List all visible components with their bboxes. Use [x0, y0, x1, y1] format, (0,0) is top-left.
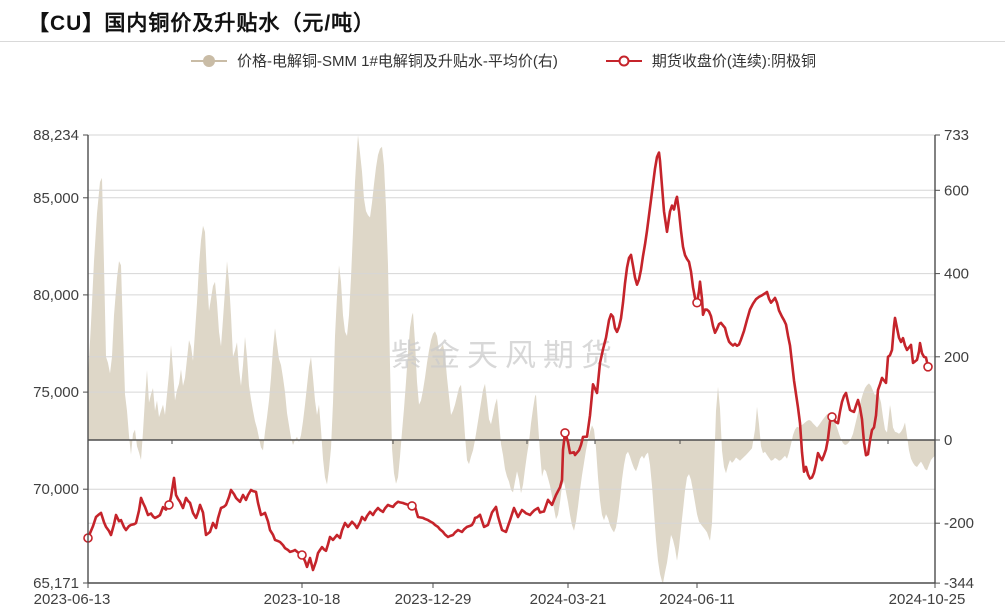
svg-text:600: 600: [944, 182, 969, 199]
grid-lines: [88, 134, 935, 524]
legend-item-premium-average[interactable]: 价格-电解铜-SMM 1#电解铜及升贴水-平均价(右): [189, 50, 558, 71]
svg-text:733: 733: [944, 127, 969, 144]
svg-text:80,000: 80,000: [33, 287, 79, 304]
left-axis-labels: 88,234 85,000 80,000 75,000 70,000 65,171: [33, 127, 88, 592]
price-line-markers: [83, 297, 933, 560]
watermark: 紫金天风期货: [391, 338, 619, 373]
legend-label-premium: 价格-电解铜-SMM 1#电解铜及升贴水-平均价(右): [237, 53, 558, 70]
svg-text:0: 0: [944, 432, 952, 449]
svg-text:88,234: 88,234: [33, 127, 79, 144]
svg-text:200: 200: [944, 349, 969, 366]
svg-text:2023-12-29: 2023-12-29: [395, 591, 472, 608]
svg-text:75,000: 75,000: [33, 384, 79, 401]
legend-item-futures-close[interactable]: 期货收盘价(连续):阴极铜: [604, 50, 816, 71]
svg-text:-344: -344: [944, 575, 974, 592]
right-axis-labels: 733 600 400 200 0 -200 -344: [935, 127, 974, 592]
title-divider: [0, 41, 1005, 42]
svg-text:65,171: 65,171: [33, 575, 79, 592]
price-line-series: [86, 151, 930, 572]
svg-text:2023-06-13: 2023-06-13: [34, 591, 111, 608]
svg-text:2024-10-25: 2024-10-25: [889, 591, 966, 608]
legend: 价格-电解铜-SMM 1#电解铜及升贴水-平均价(右) 期货收盘价(连续):阴极…: [0, 50, 1005, 71]
svg-text:2024-06-11: 2024-06-11: [659, 591, 735, 608]
legend-label-futures: 期货收盘价(连续):阴极铜: [651, 53, 816, 70]
svg-text:400: 400: [944, 266, 969, 283]
svg-text:85,000: 85,000: [33, 190, 79, 207]
svg-text:70,000: 70,000: [33, 481, 79, 498]
page-title: 【CU】国内铜价及升贴水（元/吨）: [28, 12, 376, 35]
svg-text:-200: -200: [944, 515, 974, 532]
svg-text:2024-03-21: 2024-03-21: [530, 591, 607, 608]
svg-text:2023-10-18: 2023-10-18: [264, 591, 341, 608]
filled-circle-line-icon: [191, 54, 227, 67]
x-axis-labels: 2023-06-13 2023-10-18 2023-12-29 2024-03-21…: [34, 583, 966, 608]
open-circle-line-icon: [605, 55, 642, 66]
axis-lines: [87, 135, 936, 584]
